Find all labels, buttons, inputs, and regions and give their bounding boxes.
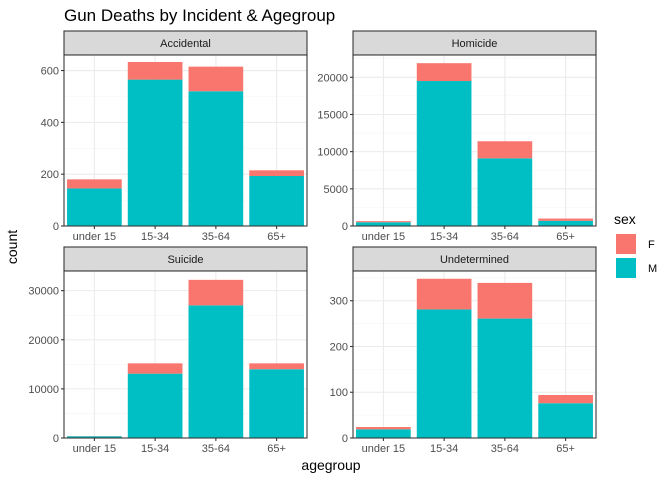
y-tick-label-accidental-400: 400 <box>41 117 59 129</box>
bar-suicide-35-64-m <box>188 305 244 438</box>
panel-border-accidental <box>63 54 308 227</box>
y-tick-label-undetermined-100: 100 <box>330 387 348 399</box>
bar-undetermined-under-15-f <box>356 427 411 430</box>
bar-accidental-35-64-m <box>188 91 244 226</box>
y-axis-title: count <box>4 230 20 264</box>
x-tick-label-homicide-35-64: 35-64 <box>491 231 519 243</box>
bar-accidental-under-15-m <box>67 188 122 226</box>
x-tick-label-accidental-under-15: under 15 <box>73 231 116 243</box>
legend-swatch-f <box>616 234 636 254</box>
legend-label-m: M <box>648 263 657 275</box>
bar-undetermined-15-34-f <box>416 278 472 310</box>
bar-undetermined-35-64-m <box>477 318 533 438</box>
y-tick-label-suicide-10000: 10000 <box>28 384 59 396</box>
bar-accidental-65-m <box>249 175 304 226</box>
x-tick-label-undetermined-15-34: 15-34 <box>430 443 458 455</box>
y-tick-label-suicide-0: 0 <box>53 433 59 445</box>
facet-suicide: Suicide 0 10000 20000 30000 under 15 15-34 35-6… <box>28 246 308 455</box>
bar-homicide-15-34-m <box>416 81 472 227</box>
strip-label-accidental: Accidental <box>160 38 211 50</box>
facet-undetermined: Undetermined 0 100 200 300 under 15 15-34 35-64… <box>330 246 597 455</box>
bar-suicide-65-f <box>249 363 304 370</box>
x-tick-label-homicide-65: 65+ <box>556 231 575 243</box>
strip-label-homicide: Homicide <box>452 38 498 50</box>
x-tick-label-suicide-under-15: under 15 <box>73 443 116 455</box>
strip-label-suicide: Suicide <box>167 254 203 266</box>
y-tick-label-undetermined-200: 200 <box>330 341 348 353</box>
bar-undetermined-65-m <box>538 403 593 438</box>
bar-undetermined-65-f <box>538 394 593 404</box>
panel-border-undetermined <box>352 270 597 439</box>
bar-undetermined-15-34-m <box>416 309 472 438</box>
bar-homicide-35-64-m <box>477 158 533 226</box>
bar-undetermined-35-64-f <box>477 282 533 319</box>
bar-suicide-15-34-f <box>127 363 183 374</box>
legend-label-f: F <box>648 239 655 251</box>
bar-accidental-15-34-f <box>127 61 183 80</box>
x-tick-label-undetermined-35-64: 35-64 <box>491 443 519 455</box>
bar-homicide-under-15-m <box>356 222 411 226</box>
bar-accidental-65-f <box>249 170 304 176</box>
bar-suicide-35-64-f <box>188 279 244 306</box>
y-tick-label-undetermined-0: 0 <box>342 433 348 445</box>
legend-title: sex <box>614 211 636 227</box>
strip-accidental <box>63 30 308 56</box>
y-tick-label-accidental-600: 600 <box>41 66 59 78</box>
y-tick-label-homicide-0: 0 <box>342 221 348 233</box>
y-tick-label-homicide-10000: 10000 <box>317 147 348 159</box>
facet-panels: Accidental 0 200 400 600 under 15 15-34 35-64 65… <box>28 30 597 455</box>
bar-suicide-under-15-m <box>67 436 122 438</box>
y-tick-label-homicide-20000: 20000 <box>317 72 348 84</box>
x-tick-label-suicide-35-64: 35-64 <box>202 443 230 455</box>
bar-suicide-65-m <box>249 369 304 438</box>
strip-undetermined <box>352 246 597 272</box>
bar-accidental-35-64-f <box>188 66 244 92</box>
y-tick-label-homicide-5000: 5000 <box>324 184 348 196</box>
y-tick-label-suicide-20000: 20000 <box>28 335 59 347</box>
x-tick-label-accidental-65: 65+ <box>267 231 286 243</box>
x-tick-label-homicide-15-34: 15-34 <box>430 231 458 243</box>
strip-label-undetermined: Undetermined <box>440 254 509 266</box>
x-tick-label-accidental-15-34: 15-34 <box>141 231 169 243</box>
y-tick-label-accidental-0: 0 <box>53 221 59 233</box>
x-tick-label-homicide-under-15: under 15 <box>362 231 405 243</box>
bar-undetermined-under-15-m <box>356 429 411 438</box>
legend-swatch-m <box>616 258 636 278</box>
panel-border-suicide <box>63 270 308 439</box>
strip-suicide <box>63 246 308 272</box>
strip-homicide <box>352 30 597 56</box>
y-tick-label-homicide-15000: 15000 <box>317 109 348 121</box>
chart-title: Gun Deaths by Incident & Agegroup <box>64 6 335 25</box>
x-tick-label-suicide-65: 65+ <box>267 443 286 455</box>
panel-background-homicide <box>353 55 596 226</box>
x-tick-label-undetermined-65: 65+ <box>556 443 575 455</box>
legend: sex FM <box>614 211 657 279</box>
bar-accidental-under-15-f <box>67 179 122 189</box>
bar-accidental-15-34-m <box>127 79 183 226</box>
y-tick-label-undetermined-300: 300 <box>330 296 348 308</box>
facet-accidental: Accidental 0 200 400 600 under 15 15-34 35-64 65… <box>41 30 308 243</box>
bar-homicide-65-m <box>538 220 593 226</box>
x-tick-label-undetermined-under-15: under 15 <box>362 443 405 455</box>
y-tick-label-accidental-200: 200 <box>41 169 59 181</box>
bar-homicide-65-f <box>538 218 593 221</box>
bar-homicide-under-15-f <box>356 221 411 223</box>
bar-suicide-15-34-m <box>127 373 183 438</box>
bar-homicide-15-34-f <box>416 63 472 82</box>
x-axis-title: agegroup <box>301 457 360 473</box>
bar-homicide-35-64-f <box>477 141 533 159</box>
facet-homicide: Homicide 0 5000 10000 15000 20000 under 15 15-3… <box>317 30 597 243</box>
panel-border-homicide <box>352 54 597 227</box>
y-tick-label-suicide-30000: 30000 <box>28 286 59 298</box>
x-tick-label-suicide-15-34: 15-34 <box>141 443 169 455</box>
x-tick-label-accidental-35-64: 35-64 <box>202 231 230 243</box>
